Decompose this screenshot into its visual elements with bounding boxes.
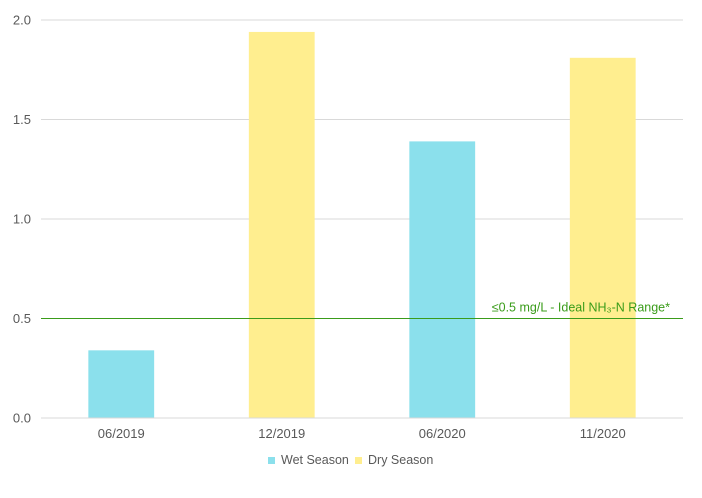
x-tick-label: 11/2020 [580, 426, 626, 441]
y-tick-label: 0.0 [13, 411, 31, 426]
bars [88, 31, 636, 419]
legend: Wet Season Dry Season [268, 453, 433, 467]
legend-swatch-wet-season [268, 457, 275, 464]
x-tick-label: 06/2019 [98, 426, 145, 441]
x-tick-label: 12/2019 [258, 426, 305, 441]
x-tick-label: 06/2020 [419, 426, 466, 441]
reference-line-label: ≤0.5 mg/L - Ideal NH₃-N Range* [492, 301, 670, 315]
bar-dry-season [248, 31, 315, 418]
x-axis-ticks: 06/2019 12/2019 06/2020 11/2020 [98, 426, 626, 441]
y-tick-label: 1.0 [13, 212, 31, 227]
legend-label: Wet Season [281, 453, 349, 467]
y-tick-label: 2.0 [13, 13, 31, 28]
y-tick-label: 0.5 [13, 311, 31, 326]
bar-wet-season [88, 350, 155, 418]
legend-swatch-dry-season [355, 457, 362, 464]
bar-wet-season [409, 141, 476, 418]
legend-label: Dry Season [368, 453, 433, 467]
y-axis-ticks: 0.0 0.5 1.0 1.5 2.0 [13, 13, 31, 426]
y-tick-label: 1.5 [13, 112, 31, 127]
reference-line-group: ≤0.5 mg/L - Ideal NH₃-N Range* [41, 301, 683, 319]
bar-dry-season [569, 57, 636, 419]
